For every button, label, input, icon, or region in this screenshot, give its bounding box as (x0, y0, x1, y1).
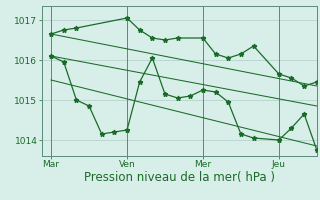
X-axis label: Pression niveau de la mer( hPa ): Pression niveau de la mer( hPa ) (84, 171, 275, 184)
